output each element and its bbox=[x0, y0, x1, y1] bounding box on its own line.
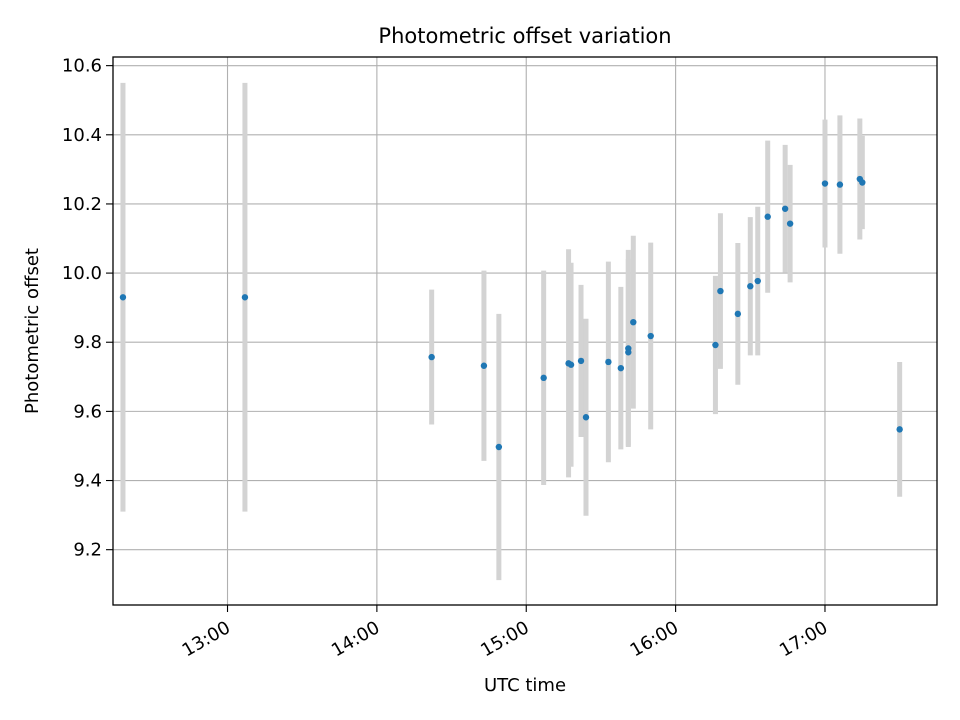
data-point bbox=[747, 283, 754, 290]
y-tick-label: 10.4 bbox=[62, 125, 102, 146]
data-point bbox=[647, 332, 654, 340]
data-point bbox=[717, 287, 724, 295]
data-point bbox=[896, 426, 903, 433]
y-tick-label: 10.6 bbox=[62, 56, 102, 77]
data-point bbox=[712, 341, 719, 349]
data-point bbox=[786, 220, 794, 227]
y-tick-label: 9.2 bbox=[73, 540, 102, 561]
y-tick-label: 9.6 bbox=[73, 401, 102, 422]
data-point bbox=[859, 179, 866, 186]
data-point bbox=[577, 357, 585, 365]
data-point bbox=[617, 364, 625, 372]
data-point bbox=[754, 277, 761, 285]
plot-frame bbox=[112, 56, 938, 606]
y-axis-ticks: 9.2 9.4 9.6 9.8 10.0 10.2 10.4 10.6 bbox=[62, 56, 113, 561]
data-point bbox=[119, 294, 127, 301]
data-point bbox=[781, 205, 789, 212]
data-point bbox=[605, 358, 612, 366]
data-point bbox=[480, 362, 488, 369]
data-point bbox=[821, 180, 829, 187]
data-point bbox=[764, 213, 771, 220]
data-point bbox=[836, 181, 844, 188]
y-tick-label: 9.4 bbox=[73, 471, 102, 492]
data-point bbox=[734, 310, 742, 318]
data-point bbox=[495, 443, 503, 451]
grid bbox=[113, 57, 937, 605]
data-point bbox=[241, 294, 249, 301]
data-point bbox=[630, 318, 637, 326]
chart-title: Photometric offset variation bbox=[378, 24, 671, 48]
data-point bbox=[428, 353, 435, 361]
data-points bbox=[119, 175, 903, 451]
y-tick-label: 10.2 bbox=[62, 194, 102, 215]
y-tick-label: 9.8 bbox=[73, 332, 102, 353]
y-tick-label: 10.0 bbox=[62, 263, 102, 284]
data-point bbox=[582, 414, 590, 421]
data-point bbox=[567, 361, 575, 368]
x-axis-label: UTC time bbox=[484, 675, 566, 696]
y-axis-label: Photometric offset bbox=[22, 248, 43, 414]
data-point bbox=[625, 349, 632, 356]
data-point bbox=[540, 374, 547, 382]
